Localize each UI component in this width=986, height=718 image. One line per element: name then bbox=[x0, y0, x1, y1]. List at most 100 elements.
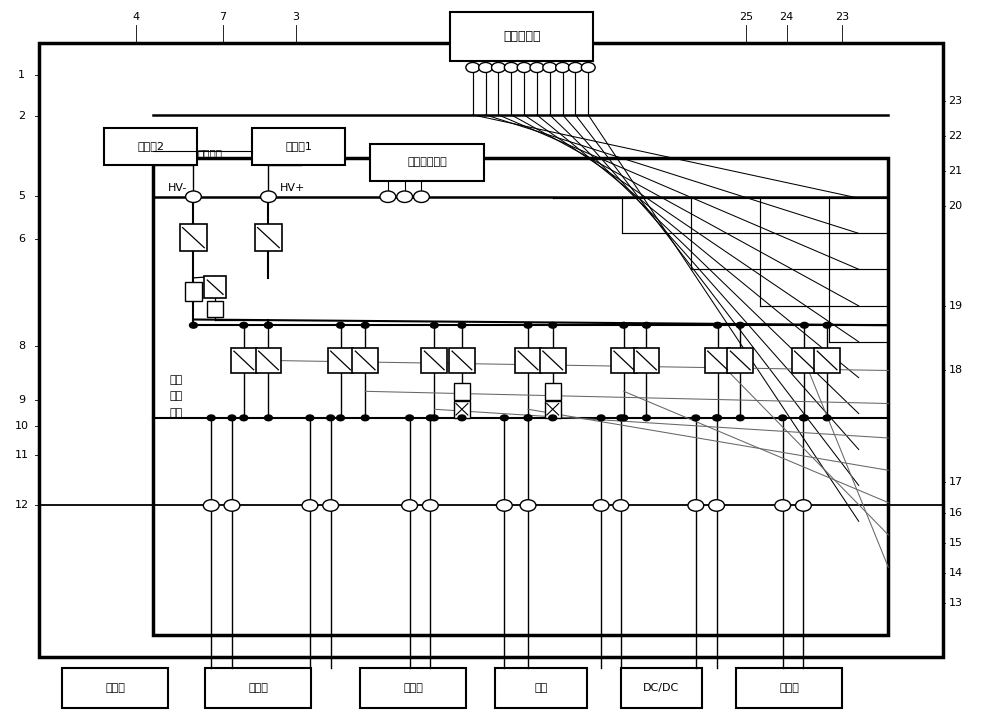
Circle shape bbox=[185, 191, 201, 202]
Bar bbox=[791, 348, 816, 373]
Bar bbox=[813, 348, 839, 373]
Circle shape bbox=[264, 322, 272, 328]
Bar bbox=[454, 383, 469, 400]
Circle shape bbox=[496, 500, 512, 511]
Text: 充电机: 充电机 bbox=[778, 684, 799, 693]
Bar bbox=[610, 348, 636, 373]
Text: 电机二: 电机二 bbox=[247, 684, 268, 693]
Circle shape bbox=[568, 62, 582, 73]
Circle shape bbox=[736, 415, 743, 421]
Circle shape bbox=[712, 415, 720, 421]
Text: 16: 16 bbox=[948, 508, 961, 518]
Text: 15: 15 bbox=[948, 538, 961, 548]
Bar bbox=[450, 12, 593, 61]
Text: 3: 3 bbox=[292, 11, 300, 22]
Text: 电池分1: 电池分1 bbox=[285, 141, 312, 151]
Circle shape bbox=[361, 322, 369, 328]
Text: HV-: HV- bbox=[168, 183, 187, 193]
Bar bbox=[360, 668, 465, 708]
Bar bbox=[207, 301, 223, 317]
Bar bbox=[205, 668, 311, 708]
Circle shape bbox=[500, 415, 508, 421]
Text: 17: 17 bbox=[948, 477, 961, 488]
Bar bbox=[184, 282, 202, 301]
Text: 23: 23 bbox=[948, 95, 961, 106]
Text: 电池管理系统: 电池管理系统 bbox=[406, 157, 447, 167]
Circle shape bbox=[612, 500, 628, 511]
Circle shape bbox=[529, 62, 543, 73]
Bar bbox=[153, 158, 887, 635]
Circle shape bbox=[306, 415, 314, 421]
Bar bbox=[515, 348, 540, 373]
Bar bbox=[633, 348, 659, 373]
Circle shape bbox=[322, 500, 338, 511]
Bar bbox=[231, 348, 256, 373]
Bar bbox=[620, 668, 701, 708]
Circle shape bbox=[264, 322, 272, 328]
Circle shape bbox=[517, 62, 530, 73]
Text: 6: 6 bbox=[18, 234, 26, 244]
Circle shape bbox=[396, 191, 412, 202]
Text: 5: 5 bbox=[18, 191, 26, 201]
Text: 22: 22 bbox=[948, 131, 961, 141]
Circle shape bbox=[458, 415, 465, 421]
Circle shape bbox=[799, 415, 807, 421]
Bar bbox=[449, 348, 474, 373]
Circle shape bbox=[548, 415, 556, 421]
Circle shape bbox=[616, 415, 624, 421]
Bar bbox=[327, 348, 353, 373]
Text: 18: 18 bbox=[948, 365, 961, 376]
Circle shape bbox=[800, 322, 808, 328]
Bar bbox=[39, 43, 942, 657]
Circle shape bbox=[520, 500, 535, 511]
Circle shape bbox=[778, 415, 786, 421]
Circle shape bbox=[597, 415, 604, 421]
Circle shape bbox=[478, 62, 492, 73]
Text: 电池分2: 电池分2 bbox=[137, 141, 164, 151]
Circle shape bbox=[795, 500, 810, 511]
Bar bbox=[704, 348, 730, 373]
Circle shape bbox=[822, 415, 830, 421]
Text: 13: 13 bbox=[948, 598, 961, 608]
Text: 8: 8 bbox=[18, 341, 26, 351]
Circle shape bbox=[548, 322, 556, 328]
Circle shape bbox=[800, 415, 808, 421]
Bar bbox=[539, 348, 565, 373]
Circle shape bbox=[336, 322, 344, 328]
Circle shape bbox=[430, 415, 438, 421]
Circle shape bbox=[642, 322, 650, 328]
Circle shape bbox=[260, 191, 276, 202]
Circle shape bbox=[524, 322, 531, 328]
Circle shape bbox=[240, 322, 247, 328]
Circle shape bbox=[458, 322, 465, 328]
Circle shape bbox=[426, 415, 434, 421]
Bar bbox=[495, 668, 587, 708]
Text: 14: 14 bbox=[948, 568, 961, 578]
Bar bbox=[251, 128, 345, 165]
Circle shape bbox=[642, 415, 650, 421]
Text: 2: 2 bbox=[18, 111, 26, 121]
Text: 整车控制器: 整车控制器 bbox=[503, 30, 539, 43]
Bar bbox=[204, 276, 226, 298]
Text: DC/DC: DC/DC bbox=[643, 684, 678, 693]
Text: 20: 20 bbox=[948, 201, 961, 211]
Bar bbox=[727, 348, 752, 373]
Circle shape bbox=[524, 415, 531, 421]
Circle shape bbox=[687, 500, 703, 511]
Circle shape bbox=[240, 415, 247, 421]
Bar bbox=[370, 144, 483, 181]
Text: 25: 25 bbox=[739, 11, 752, 22]
Circle shape bbox=[413, 191, 429, 202]
Circle shape bbox=[504, 62, 518, 73]
Text: 7: 7 bbox=[219, 11, 227, 22]
Circle shape bbox=[264, 415, 272, 421]
Circle shape bbox=[326, 415, 334, 421]
Circle shape bbox=[189, 322, 197, 328]
Text: 19: 19 bbox=[948, 301, 961, 311]
Circle shape bbox=[691, 415, 699, 421]
Text: 23: 23 bbox=[834, 11, 848, 22]
Text: 12: 12 bbox=[15, 500, 29, 510]
Bar bbox=[454, 401, 469, 418]
Circle shape bbox=[224, 500, 240, 511]
Circle shape bbox=[465, 62, 479, 73]
